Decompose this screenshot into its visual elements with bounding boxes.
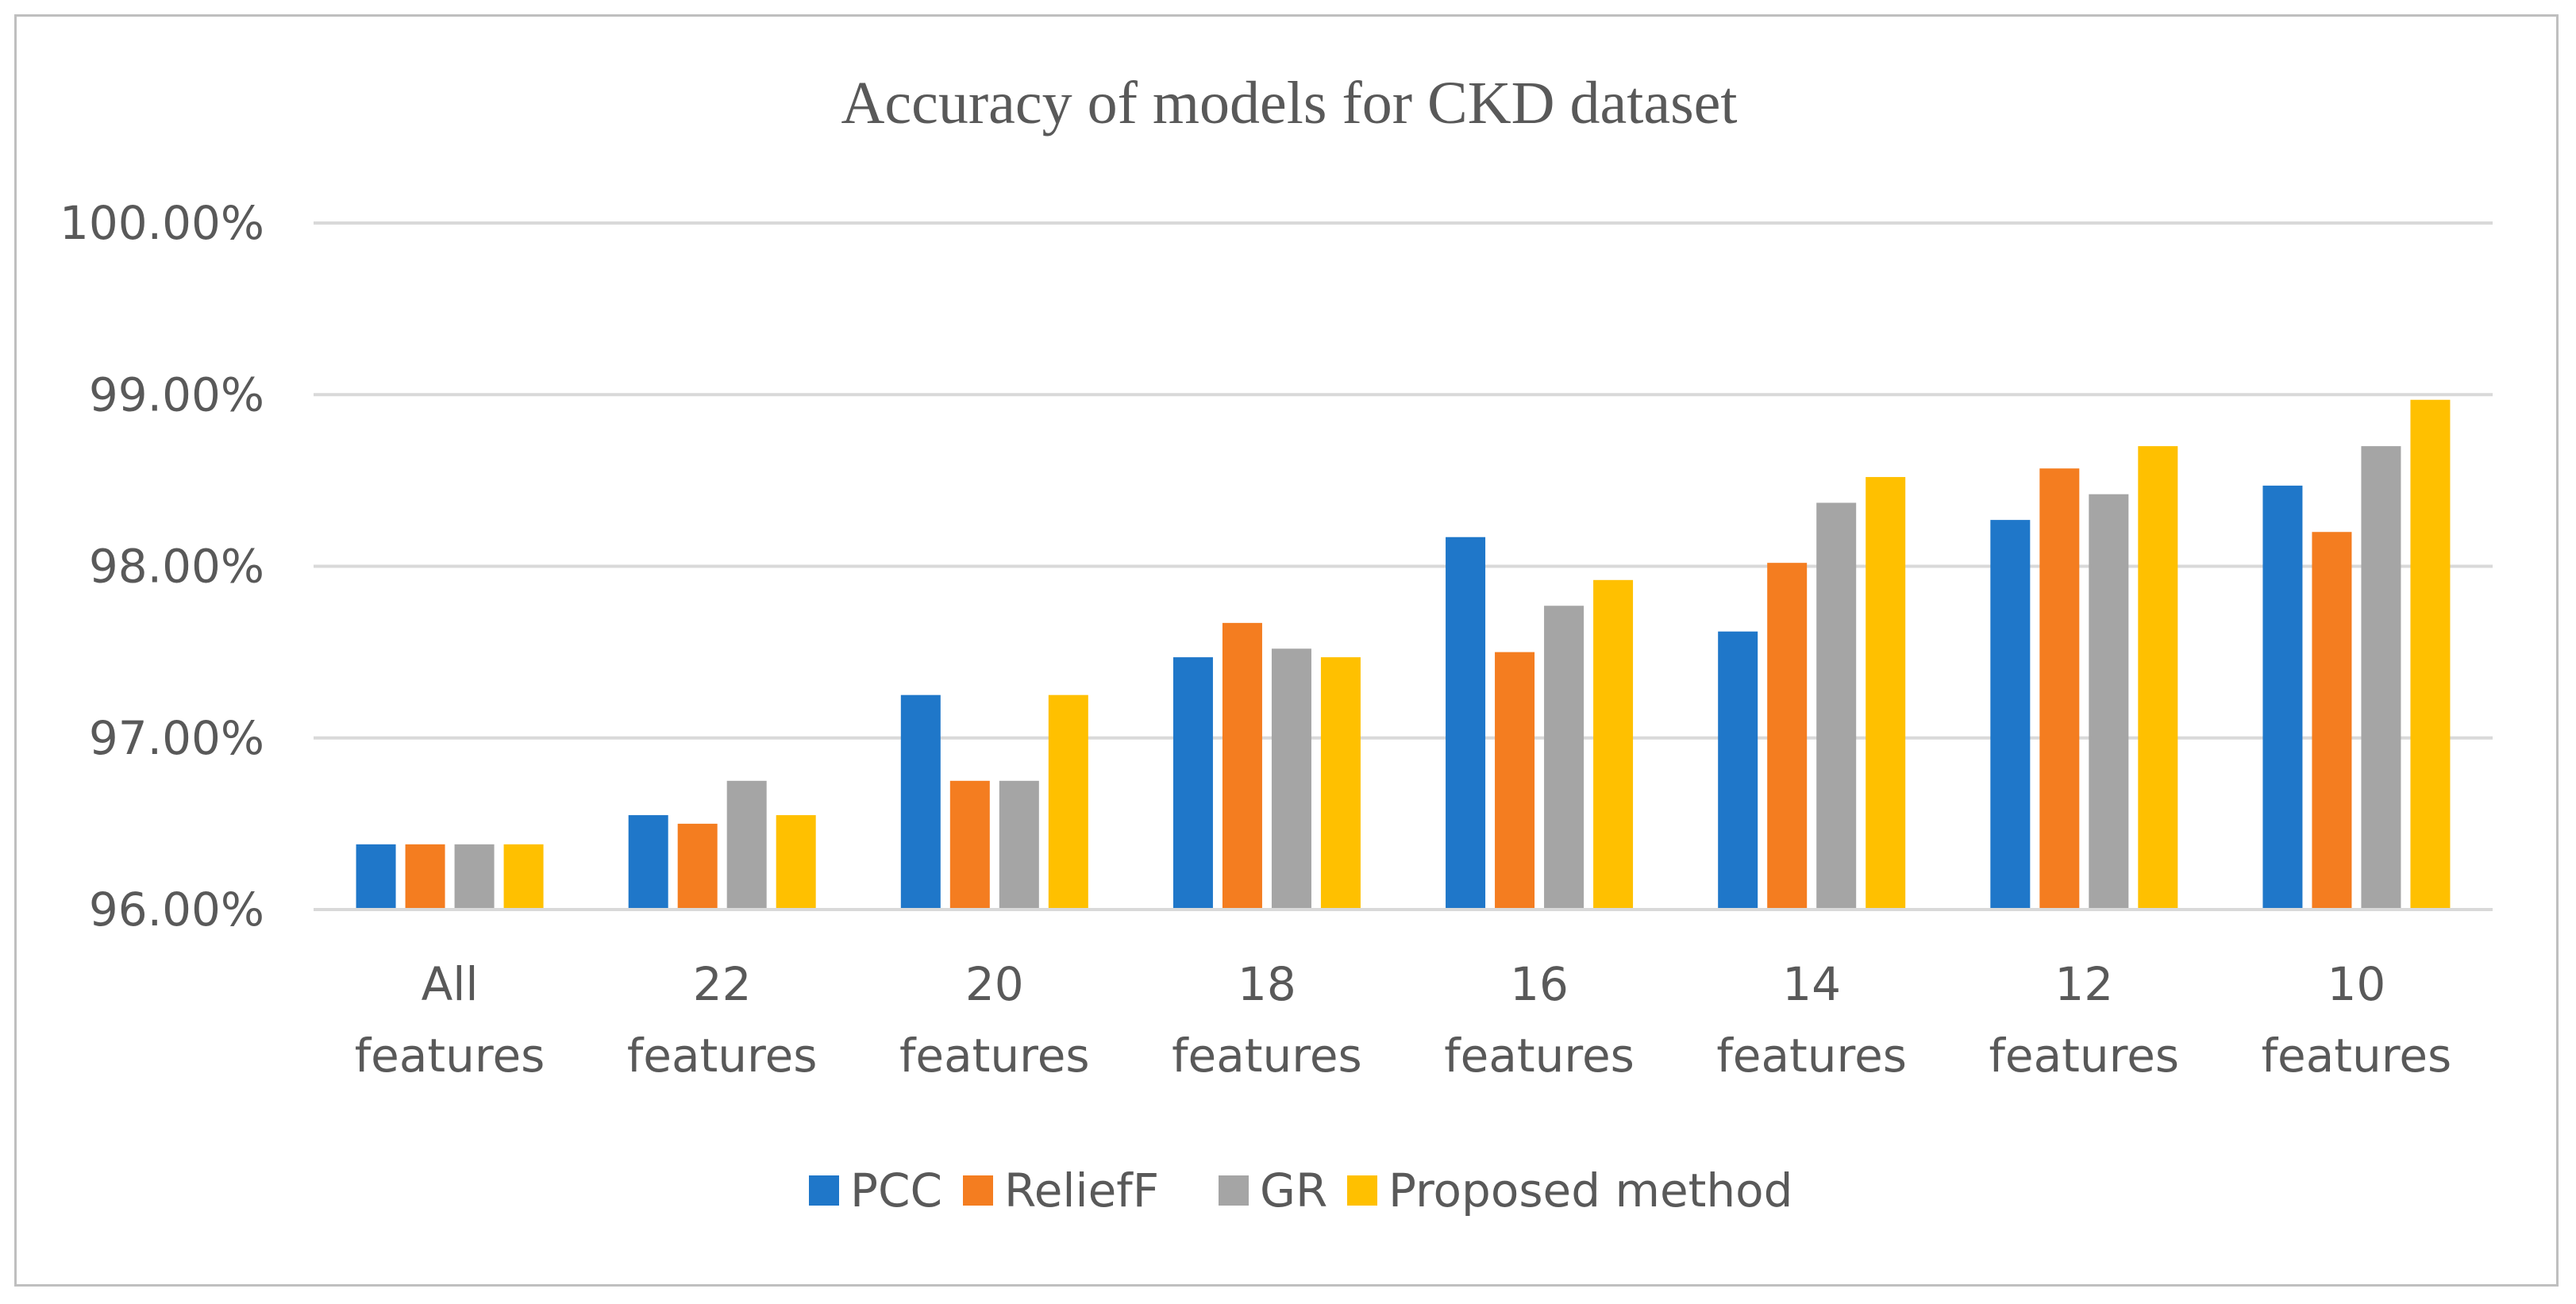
x-tick-label: 20 — [965, 957, 1024, 1011]
y-tick-label: 99.00% — [89, 367, 264, 421]
bar-relieff — [949, 780, 990, 910]
bar-pcc — [1990, 520, 2031, 910]
bar-gr — [999, 780, 1039, 910]
bar-gr — [726, 780, 767, 910]
bar-gr — [454, 844, 495, 910]
legend-swatch — [1347, 1175, 1377, 1206]
bar-pcc — [1446, 537, 1486, 910]
legend-swatch — [1219, 1175, 1249, 1206]
y-axis-tick-labels: 96.00% 97.00% 98.00% 99.00% 100.00% — [60, 196, 264, 937]
x-tick-label: features — [1172, 1029, 1362, 1083]
bar-proposed-method — [1866, 477, 1906, 910]
y-tick-label: 96.00% — [89, 883, 264, 937]
y-tick-label: 97.00% — [89, 711, 264, 765]
bar-gr — [1816, 502, 1857, 910]
x-tick-label: 18 — [1238, 957, 1296, 1011]
bar-pcc — [1172, 657, 1213, 910]
x-tick-label: features — [627, 1029, 818, 1083]
bar-proposed-method — [1048, 694, 1088, 910]
x-tick-label: 16 — [1510, 957, 1569, 1011]
bar-relieff — [2312, 532, 2352, 910]
y-tick-label: 98.00% — [89, 540, 264, 594]
bar-relieff — [1495, 652, 1535, 910]
bar-gr — [2361, 446, 2401, 910]
x-tick-label: features — [2262, 1029, 2452, 1083]
bar-proposed-method — [2410, 399, 2451, 910]
bar-relieff — [2039, 468, 2080, 910]
y-tick-label: 100.00% — [60, 196, 264, 250]
x-tick-label: features — [1444, 1029, 1635, 1083]
bar-pcc — [900, 694, 941, 910]
bar-pcc — [356, 844, 396, 910]
x-tick-label: features — [355, 1029, 545, 1083]
x-tick-label: 22 — [693, 957, 752, 1011]
bar-relieff — [1222, 622, 1262, 910]
x-tick-label: 12 — [2054, 957, 2113, 1011]
x-tick-label: features — [1989, 1029, 2180, 1083]
bar-pcc — [628, 815, 668, 910]
bar-proposed-method — [503, 844, 544, 910]
x-tick-label: features — [1716, 1029, 1907, 1083]
x-tick-label: 10 — [2328, 957, 2386, 1011]
bar-relieff — [677, 823, 718, 910]
x-axis-tick-labels: All features 22 features 20 features 18 feature… — [355, 957, 2452, 1083]
x-tick-label: All — [422, 957, 479, 1011]
legend-swatch — [963, 1175, 993, 1206]
bar-pcc — [1718, 631, 1758, 910]
chart-title: Accuracy of models for CKD dataset — [841, 70, 1737, 137]
bar-pcc — [2262, 485, 2303, 910]
bar-gr — [1544, 606, 1584, 910]
legend-label: PCC — [850, 1164, 942, 1217]
bar-relieff — [1767, 563, 1808, 910]
bar-proposed-method — [1593, 579, 1634, 910]
bars — [314, 399, 2493, 911]
bar-relieff — [405, 844, 445, 910]
legend: PCC ReliefF GR Proposed method — [809, 1164, 1792, 1217]
x-tick-label: 14 — [1782, 957, 1841, 1011]
bar-proposed-method — [2138, 446, 2178, 910]
legend-label: ReliefF — [1004, 1164, 1159, 1217]
bar-gr — [2089, 494, 2129, 910]
legend-swatch — [809, 1175, 839, 1206]
legend-label: Proposed method — [1388, 1164, 1792, 1217]
bar-gr — [1271, 648, 1311, 910]
legend-label: GR — [1260, 1164, 1327, 1217]
bar-proposed-method — [776, 815, 816, 910]
x-tick-label: features — [899, 1029, 1090, 1083]
bar-proposed-method — [1320, 657, 1361, 910]
